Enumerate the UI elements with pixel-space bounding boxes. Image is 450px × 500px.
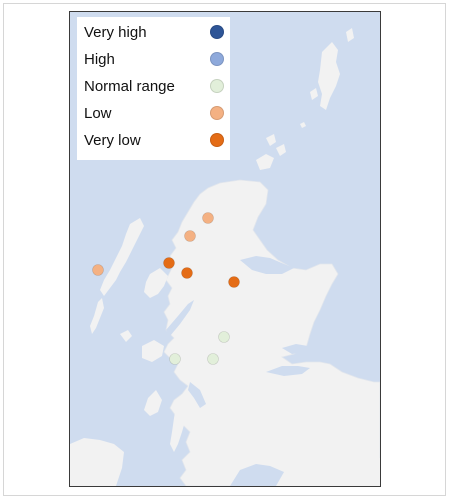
legend-item-very-high[interactable]: Very high xyxy=(84,21,229,45)
skye-island xyxy=(144,268,168,298)
islay-jura-islands xyxy=(144,390,162,416)
site-marker-very-low[interactable] xyxy=(228,276,240,288)
site-marker-very-low[interactable] xyxy=(181,267,193,279)
legend-label: Very high xyxy=(84,24,147,41)
legend-item-normal-range[interactable]: Normal range xyxy=(84,75,229,99)
site-marker-low[interactable] xyxy=(202,212,214,224)
legend: Very high High Normal range Low Very low xyxy=(77,17,230,160)
moray-firth xyxy=(240,256,294,274)
map-panel[interactable]: Very high High Normal range Low Very low xyxy=(69,11,381,487)
loch-linnhe xyxy=(166,300,194,336)
legend-item-very-low[interactable]: Very low xyxy=(84,129,229,153)
legend-label: Normal range xyxy=(84,78,175,95)
firth-of-tay xyxy=(282,344,308,354)
legend-swatch-high xyxy=(210,52,224,66)
solway-firth xyxy=(230,464,284,486)
site-marker-normal-range[interactable] xyxy=(218,331,230,343)
fair-isle xyxy=(300,122,306,128)
orkney-islands xyxy=(256,134,286,170)
firth-of-forth xyxy=(266,366,310,376)
legend-label: Low xyxy=(84,105,112,122)
kintyre-peninsula xyxy=(170,394,188,452)
arran-island xyxy=(192,404,204,422)
coll-tiree-islands xyxy=(120,330,132,342)
mull-island xyxy=(142,340,164,362)
site-marker-normal-range[interactable] xyxy=(207,353,219,365)
legend-swatch-low xyxy=(210,106,224,120)
northern-england-landmass xyxy=(276,458,380,486)
site-marker-very-low[interactable] xyxy=(163,257,175,269)
uist-islands xyxy=(90,298,104,334)
legend-item-high[interactable]: High xyxy=(84,48,229,72)
legend-swatch-very-low xyxy=(210,133,224,147)
northern-ireland-landmass xyxy=(70,438,124,486)
site-marker-normal-range[interactable] xyxy=(169,353,181,365)
legend-label: Very low xyxy=(84,132,141,149)
lewis-harris-island xyxy=(100,218,144,296)
legend-swatch-very-high xyxy=(210,25,224,39)
legend-swatch-normal-range xyxy=(210,79,224,93)
legend-item-low[interactable]: Low xyxy=(84,102,229,126)
site-marker-low[interactable] xyxy=(184,230,196,242)
shetland-islands xyxy=(310,28,354,110)
site-markers[interactable] xyxy=(92,212,240,365)
firth-of-clyde xyxy=(188,382,206,408)
legend-label: High xyxy=(84,51,115,68)
site-marker-low[interactable] xyxy=(92,264,104,276)
